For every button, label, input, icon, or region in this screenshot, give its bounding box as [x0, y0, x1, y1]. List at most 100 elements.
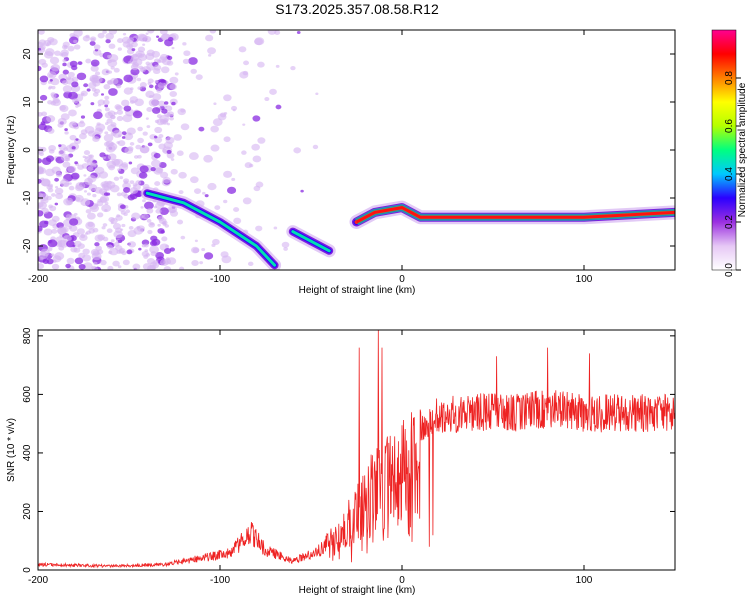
noise-blob: [132, 110, 143, 119]
noise-blob: [283, 247, 288, 251]
noise-blob: [137, 126, 143, 132]
noise-blob: [85, 209, 92, 214]
noise-blob: [148, 98, 159, 107]
noise-blob: [112, 223, 122, 230]
noise-blob: [71, 81, 79, 88]
noise-blob: [74, 257, 84, 265]
noise-blob: [136, 77, 142, 82]
noise-blob: [38, 167, 45, 174]
noise-blob: [169, 210, 179, 217]
noise-blob: [219, 112, 227, 118]
noise-blob: [85, 58, 92, 64]
noise-blob: [300, 189, 304, 193]
noise-blob: [38, 58, 47, 66]
noise-blob: [203, 154, 213, 163]
noise-blob: [83, 83, 89, 88]
noise-blob: [123, 87, 133, 95]
noise-blob: [182, 58, 190, 65]
noise-blob: [159, 207, 169, 215]
noise-blob: [153, 205, 158, 209]
noise-blob: [117, 47, 122, 51]
noise-blob: [47, 239, 58, 248]
noise-blob: [296, 31, 301, 34]
noise-blob: [68, 121, 78, 129]
snr-xtick-label: -200: [28, 575, 48, 586]
noise-blob: [116, 141, 120, 144]
noise-blob: [84, 156, 88, 159]
noise-blob: [243, 60, 250, 66]
noise-blob: [67, 71, 75, 78]
noise-blob: [149, 265, 157, 270]
noise-blob: [69, 225, 78, 232]
noise-blob: [82, 262, 93, 270]
noise-blob: [176, 219, 184, 225]
noise-blob: [127, 194, 135, 201]
noise-blob: [73, 30, 83, 37]
noise-blob: [108, 250, 113, 255]
heatmap-ytick-label: 10: [22, 96, 33, 108]
noise-blob: [107, 244, 113, 249]
noise-blob: [46, 258, 54, 265]
noise-blob: [38, 39, 47, 46]
noise-blob: [264, 97, 270, 102]
colorbar-gradient: [711, 29, 737, 271]
noise-blob: [166, 149, 172, 154]
heatmap-ylabel: Frequency (Hz): [6, 116, 17, 185]
noise-blob: [123, 74, 133, 83]
noise-blob: [252, 155, 262, 163]
noise-blob: [128, 161, 133, 165]
noise-blob: [162, 176, 171, 184]
noise-blob: [49, 78, 53, 82]
noise-blob: [281, 241, 290, 248]
noise-blob: [52, 97, 60, 104]
noise-blob: [223, 199, 228, 204]
snr-ytick-label: 600: [22, 386, 33, 403]
noise-blob: [121, 162, 129, 168]
noise-blob: [120, 228, 124, 231]
noise-blob: [145, 32, 149, 35]
noise-blob: [38, 65, 42, 72]
noise-blob: [155, 208, 162, 214]
noise-blob: [173, 134, 182, 141]
noise-blob: [312, 144, 319, 150]
noise-blob: [207, 47, 217, 55]
noise-blob: [122, 41, 131, 48]
snr-axes: -200 -100 0 100 0 200 400 600 800: [22, 327, 675, 586]
noise-blob: [188, 57, 198, 65]
noise-blob: [121, 251, 127, 256]
noise-blob: [104, 104, 109, 108]
heatmap-noise-layer: [38, 30, 319, 270]
noise-blob: [231, 177, 236, 181]
noise-blob: [136, 225, 141, 229]
noise-blob: [54, 177, 59, 182]
noise-blob: [68, 109, 77, 117]
noise-blob: [62, 161, 71, 168]
noise-blob: [180, 123, 190, 131]
noise-blob: [87, 130, 96, 137]
noise-blob: [107, 110, 116, 117]
noise-blob: [148, 84, 154, 89]
noise-blob: [247, 261, 254, 267]
noise-blob: [156, 35, 160, 38]
noise-blob: [110, 221, 114, 225]
noise-blob: [129, 96, 139, 104]
noise-blob: [101, 226, 106, 230]
noise-blob: [124, 146, 134, 154]
noise-blob: [275, 64, 280, 68]
noise-blob: [73, 44, 81, 50]
noise-blob: [152, 107, 161, 114]
noise-blob: [38, 263, 45, 270]
noise-blob: [146, 218, 152, 223]
noise-blob: [199, 261, 204, 265]
noise-blob: [293, 147, 302, 154]
noise-blob: [153, 152, 161, 159]
noise-blob: [159, 171, 169, 179]
noise-blob: [80, 198, 91, 207]
noise-blob: [71, 65, 78, 71]
noise-blob: [93, 111, 103, 120]
noise-blob: [116, 214, 121, 218]
noise-blob: [63, 147, 68, 152]
noise-blob: [242, 197, 252, 205]
noise-blob: [133, 155, 139, 159]
noise-blob: [82, 248, 90, 255]
